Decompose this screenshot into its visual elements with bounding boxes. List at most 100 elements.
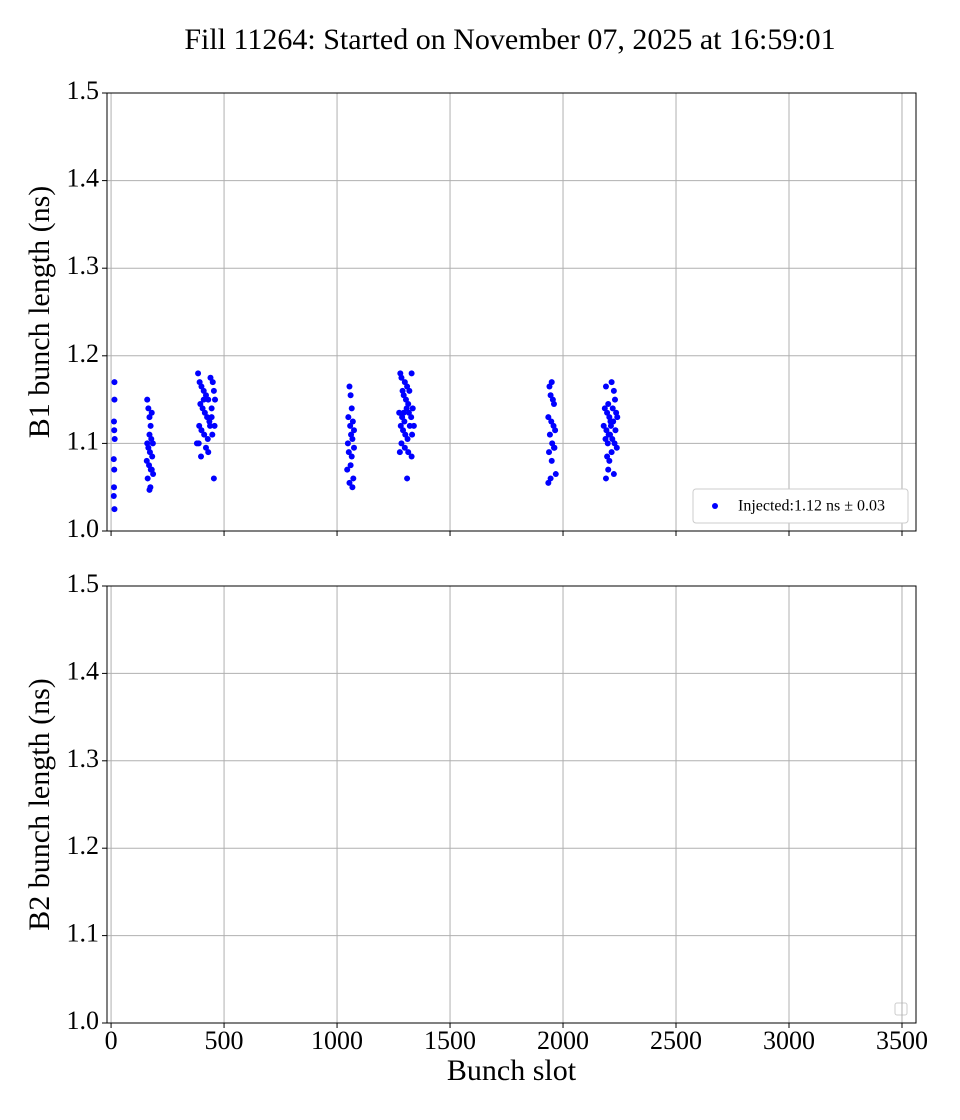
x-tick-label: 1500 bbox=[424, 1026, 476, 1055]
data-point bbox=[144, 475, 151, 482]
data-point bbox=[348, 405, 355, 412]
data-point bbox=[604, 440, 611, 447]
figure-title: Fill 11264: Started on November 07, 2025… bbox=[184, 23, 835, 56]
data-point bbox=[210, 387, 217, 394]
plot-frame bbox=[106, 585, 917, 1024]
data-point bbox=[111, 379, 118, 386]
data-point bbox=[208, 414, 215, 421]
data-point bbox=[145, 405, 152, 412]
y-tick-label: 1.2 bbox=[67, 831, 100, 860]
data-point bbox=[347, 422, 354, 429]
data-point bbox=[207, 422, 214, 429]
data-point bbox=[147, 422, 154, 429]
data-point bbox=[208, 405, 215, 412]
data-point bbox=[209, 379, 216, 386]
data-point bbox=[350, 427, 357, 434]
data-point bbox=[349, 436, 356, 443]
legend-box bbox=[692, 488, 909, 524]
y-tick-label: 1.4 bbox=[67, 164, 100, 193]
x-tick-label: 2000 bbox=[537, 1026, 589, 1055]
data-point bbox=[350, 444, 357, 451]
plot-frame bbox=[106, 92, 917, 532]
y-axis-label: B1 bunch length (ns) bbox=[23, 186, 56, 438]
data-point bbox=[110, 456, 117, 463]
data-point bbox=[405, 449, 412, 456]
y-tick-label: 1.2 bbox=[67, 339, 100, 368]
y-tick-label: 1.0 bbox=[67, 1006, 100, 1035]
data-point bbox=[209, 431, 216, 438]
data-point bbox=[552, 471, 559, 478]
data-point bbox=[347, 392, 354, 399]
data-point bbox=[606, 457, 613, 464]
data-point bbox=[398, 440, 405, 447]
data-point bbox=[200, 396, 207, 403]
data-point bbox=[611, 396, 618, 403]
y-tick-label: 1.3 bbox=[67, 744, 100, 773]
data-point bbox=[346, 383, 353, 390]
data-point bbox=[210, 475, 217, 482]
data-point bbox=[408, 414, 415, 421]
data-point bbox=[600, 422, 607, 429]
y-tick-label: 1.1 bbox=[67, 426, 100, 455]
y-axis-label: B2 bunch length (ns) bbox=[23, 678, 56, 930]
data-point bbox=[349, 418, 356, 425]
data-point bbox=[614, 414, 621, 421]
data-point bbox=[406, 387, 413, 394]
data-point bbox=[610, 387, 617, 394]
data-point bbox=[110, 492, 117, 499]
data-point bbox=[344, 466, 351, 473]
data-point bbox=[111, 506, 118, 513]
data-point bbox=[602, 383, 609, 390]
data-point bbox=[198, 427, 205, 434]
y-tick-label: 1.1 bbox=[67, 919, 100, 948]
data-point bbox=[408, 453, 415, 460]
data-point bbox=[144, 396, 151, 403]
data-point bbox=[610, 471, 617, 478]
data-point bbox=[409, 405, 416, 412]
data-point bbox=[605, 466, 612, 473]
data-point bbox=[195, 370, 202, 377]
x-tick-label: 3500 bbox=[876, 1026, 928, 1055]
empty-legend bbox=[894, 1002, 908, 1016]
data-point bbox=[404, 436, 411, 443]
data-point bbox=[149, 453, 156, 460]
data-point bbox=[211, 422, 218, 429]
data-point bbox=[396, 409, 403, 416]
data-point bbox=[148, 409, 155, 416]
data-point bbox=[344, 440, 351, 447]
data-point bbox=[396, 449, 403, 456]
data-point bbox=[609, 405, 616, 412]
data-point bbox=[406, 422, 413, 429]
data-point bbox=[345, 449, 352, 456]
data-point bbox=[545, 479, 552, 486]
data-point bbox=[548, 379, 555, 386]
data-point bbox=[605, 400, 612, 407]
data-point bbox=[546, 431, 553, 438]
data-point bbox=[548, 457, 555, 464]
data-point bbox=[111, 436, 118, 443]
legend-label: Injected:1.12 ns ± 0.03 bbox=[738, 498, 885, 515]
x-tick-label: 0 bbox=[105, 1026, 118, 1055]
data-point bbox=[349, 484, 356, 491]
data-point bbox=[148, 466, 155, 473]
data-point bbox=[345, 414, 352, 421]
data-point bbox=[408, 370, 415, 377]
x-tick-label: 2500 bbox=[650, 1026, 702, 1055]
data-point bbox=[398, 374, 405, 381]
y-tick-label: 1.5 bbox=[67, 76, 100, 105]
data-point bbox=[546, 449, 553, 456]
data-point bbox=[111, 466, 118, 473]
data-point bbox=[346, 479, 353, 486]
data-point bbox=[111, 396, 118, 403]
data-point bbox=[198, 453, 205, 460]
data-point bbox=[146, 486, 153, 493]
data-point bbox=[404, 475, 411, 482]
data-point bbox=[401, 418, 408, 425]
data-point bbox=[608, 379, 615, 386]
data-point bbox=[111, 427, 118, 434]
data-point bbox=[409, 431, 416, 438]
data-point bbox=[205, 449, 212, 456]
data-point bbox=[201, 431, 208, 438]
data-point bbox=[602, 475, 609, 482]
data-point bbox=[204, 436, 211, 443]
